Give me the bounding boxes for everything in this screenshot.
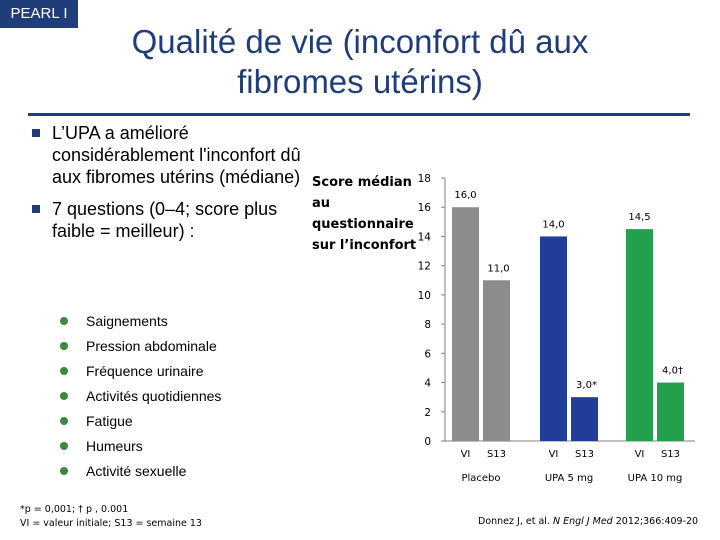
bullet-list: L’UPA a amélioré considérablement l'inco… — [28, 122, 318, 252]
bullet-item: L’UPA a amélioré considérablement l'inco… — [28, 122, 318, 188]
question-text: Activités quotidiennes — [86, 388, 222, 404]
circle-bullet-icon — [60, 342, 68, 350]
circle-bullet-icon — [60, 417, 68, 425]
y-tick-label: 6 — [424, 348, 431, 360]
y-axis-label: Score médian au questionnaire sur l’inco… — [312, 175, 417, 253]
bullet-item: 7 questions (0–4; score plus faible = me… — [28, 198, 318, 242]
circle-bullet-icon — [60, 367, 68, 375]
bar — [452, 207, 479, 441]
group-label: UPA 5 mg — [545, 473, 593, 484]
citation-journal: N Engl J Med — [552, 516, 613, 527]
circle-bullet-icon — [60, 442, 68, 450]
data-label: 16,0 — [454, 190, 476, 201]
question-item: Saignements — [58, 312, 318, 337]
citation: Donnez J, et al. N Engl J Med 2012;366:4… — [478, 516, 698, 527]
slide-title: Qualité de vie (inconfort dû aux fibrome… — [131, 23, 589, 100]
bar — [657, 382, 684, 441]
y-tick-label: 4 — [424, 378, 431, 390]
bullet-text: 7 questions (0–4; score plus faible = me… — [52, 199, 278, 241]
question-item: Fatigue — [58, 412, 318, 437]
bar — [483, 280, 510, 441]
y-tick-label: 0 — [424, 436, 431, 448]
section-tag: PEARL I — [0, 0, 78, 28]
footnote: *p = 0,001; † p , 0.001 VI = valeur init… — [20, 503, 202, 531]
group-label: UPA 10 mg — [628, 473, 683, 484]
question-text: Fréquence urinaire — [86, 363, 204, 379]
data-label: 4,0† — [662, 366, 683, 377]
x-tick-label: S13 — [661, 449, 680, 460]
footnote-significance: *p = 0,001; † p , 0.001 — [20, 504, 129, 515]
circle-bullet-icon — [60, 392, 68, 400]
bullet-text: L’UPA a amélioré considérablement l'inco… — [52, 123, 301, 187]
question-text: Humeurs — [86, 438, 143, 454]
citation-ref: 2012;366:409-20 — [615, 516, 699, 527]
data-label: 14,0 — [542, 219, 564, 230]
data-label: 3,0* — [576, 380, 597, 391]
square-bullet-icon — [32, 205, 40, 213]
question-text: Pression abdominale — [86, 338, 217, 354]
x-tick-label: S13 — [575, 449, 594, 460]
circle-bullet-icon — [60, 317, 68, 325]
question-item: Fréquence urinaire — [58, 362, 318, 387]
group-label: Placebo — [461, 473, 500, 484]
y-tick-label: 18 — [418, 173, 431, 185]
y-tick-label: 10 — [418, 290, 431, 302]
x-tick-label: VI — [461, 449, 471, 460]
x-tick-label: S13 — [487, 449, 506, 460]
y-tick-label: 2 — [424, 407, 431, 419]
title-divider — [28, 113, 690, 116]
y-tick-label: 16 — [418, 202, 432, 214]
x-tick-label: VI — [635, 449, 645, 460]
bar — [540, 236, 567, 441]
circle-bullet-icon — [60, 467, 68, 475]
question-text: Saignements — [86, 313, 168, 329]
question-text: Activité sexuelle — [86, 463, 187, 479]
question-item: Activité sexuelle — [58, 462, 318, 487]
question-item: Activités quotidiennes — [58, 387, 318, 412]
y-tick-label: 14 — [418, 231, 432, 243]
square-bullet-icon — [32, 129, 40, 137]
x-tick-label: VI — [549, 449, 559, 460]
bar — [626, 229, 653, 441]
question-list: Saignements Pression abdominale Fréquenc… — [58, 312, 318, 487]
question-item: Pression abdominale — [58, 337, 318, 362]
citation-authors: Donnez J, et al. — [478, 516, 550, 527]
data-label: 14,5 — [628, 212, 650, 223]
data-label: 11,0 — [487, 263, 509, 274]
question-text: Fatigue — [86, 413, 133, 429]
y-tick-label: 8 — [424, 319, 431, 331]
bar — [571, 397, 598, 441]
footnote-abbreviations: VI = valeur initiale; S13 = semaine 13 — [20, 518, 202, 529]
y-tick-label: 12 — [418, 261, 431, 273]
question-item: Humeurs — [58, 437, 318, 462]
